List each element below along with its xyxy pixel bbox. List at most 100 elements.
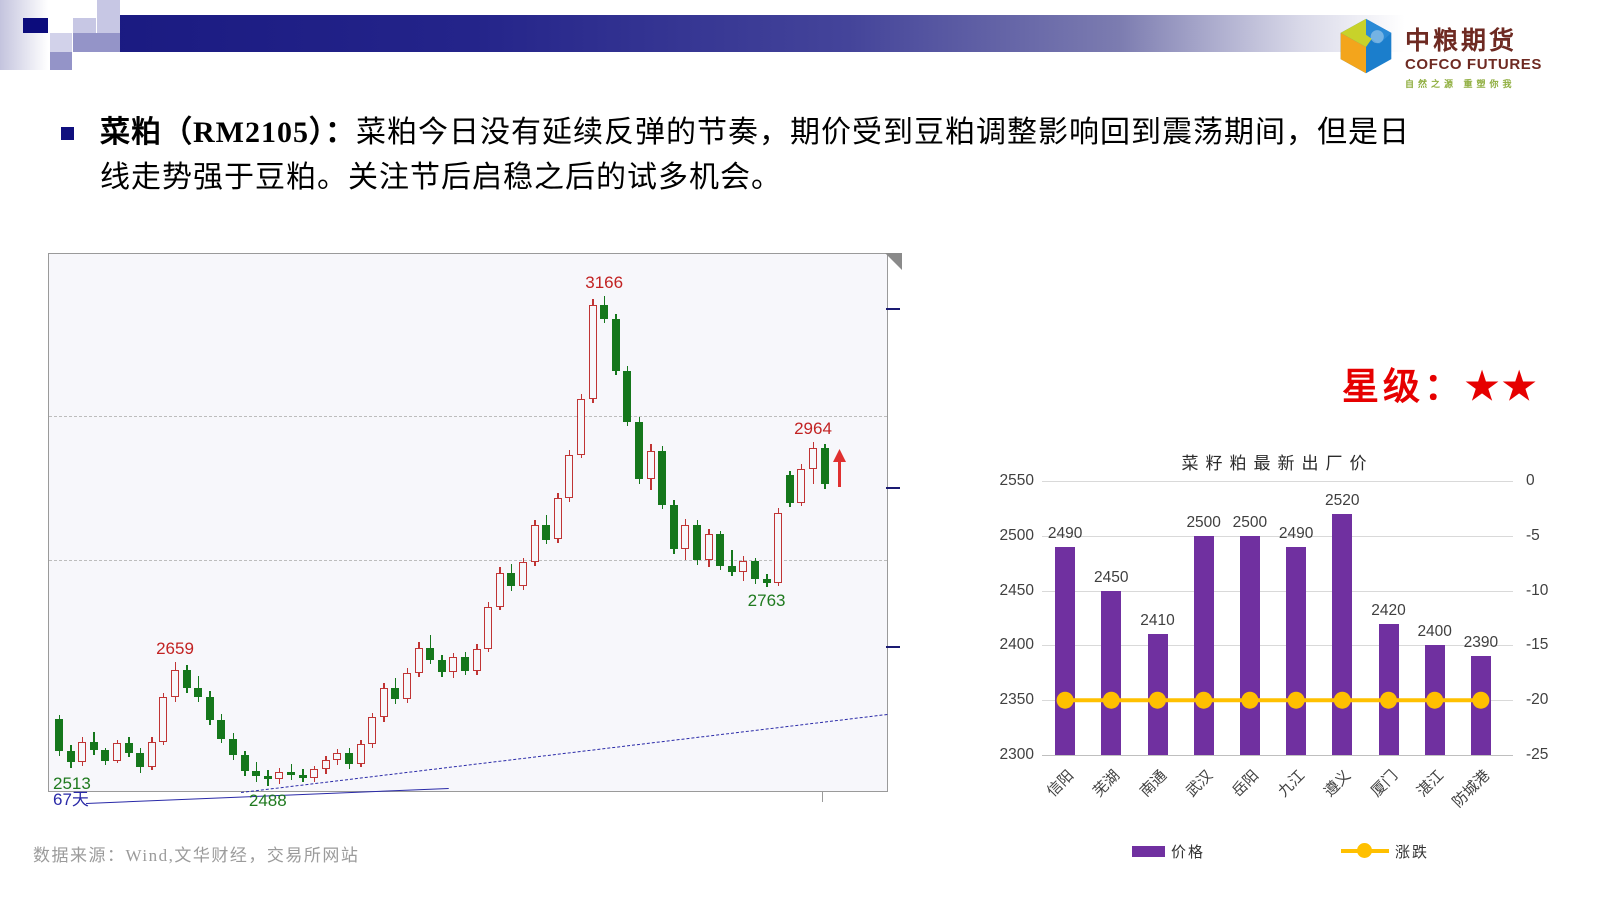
candle-body — [762, 579, 771, 583]
candle-body — [461, 657, 469, 671]
candle-body — [66, 751, 75, 762]
right-axis-tick — [886, 308, 900, 310]
bar-value-label: 2420 — [1371, 601, 1406, 619]
left-axis-label: 2550 — [999, 472, 1034, 489]
candle-body — [78, 741, 87, 762]
left-axis-label: 2350 — [999, 691, 1034, 709]
h-gridline — [1042, 755, 1513, 756]
h-gridline — [1042, 481, 1513, 482]
candle-body — [124, 743, 133, 754]
price-bar-chart: 菜籽粕最新出厂价 2550 0 2500 -5 2450 -10 2400 -15 2350 -2… — [985, 454, 1585, 890]
right-axis-label: -5 — [1526, 526, 1540, 544]
candle-body — [217, 720, 226, 739]
bar-value-label: 2390 — [1463, 634, 1499, 652]
candle-body — [437, 660, 446, 673]
candle-body — [345, 753, 353, 765]
logo-tagline: 自然之源 重塑你我 — [1405, 79, 1516, 89]
candle-body — [136, 753, 145, 768]
bar-value-label: 2410 — [1140, 612, 1175, 630]
line-marker — [1241, 691, 1259, 709]
bar-value-label: 2450 — [1094, 568, 1129, 586]
candle-body — [727, 566, 736, 572]
bar-chart-title: 菜籽粕最新出厂价 — [1181, 454, 1374, 473]
price-annotation: 2964 — [794, 418, 832, 438]
candle-body — [739, 561, 748, 572]
candle-body — [519, 561, 527, 587]
bar-value-label: 2520 — [1325, 491, 1360, 509]
candle-body — [704, 534, 713, 560]
bar-value-label: 2490 — [1047, 524, 1083, 542]
deco-square — [73, 18, 96, 33]
left-axis-label: 2500 — [999, 526, 1034, 544]
candle-body — [252, 770, 261, 776]
candle-body — [287, 772, 295, 776]
x-axis-tick — [822, 791, 824, 802]
price-gridline — [49, 415, 887, 417]
legend-label-price: 价格 — [1171, 845, 1206, 861]
legend-swatch-price — [1132, 846, 1165, 857]
candle-body — [113, 743, 121, 761]
candle-body — [391, 687, 400, 700]
candle-body — [646, 450, 655, 480]
cofco-logo-text: 中粮期货 COFCO FUTURES 自然之源 重塑你我 — [1405, 28, 1542, 90]
candle-body — [530, 525, 539, 562]
cofco-logo: 中粮期货 COFCO FUTURES 自然之源 重塑你我 — [1336, 14, 1542, 90]
price-annotation: 2763 — [747, 591, 786, 611]
star-rating: 星级：★★ — [1342, 356, 1539, 410]
line-marker — [1426, 691, 1444, 709]
cofco-logo-icon — [1336, 14, 1396, 83]
price-annotation: 3166 — [585, 272, 624, 292]
candle-body — [611, 319, 620, 371]
corner-fold — [885, 253, 902, 270]
right-axis-label: -25 — [1526, 746, 1549, 763]
legend-marker-change — [1357, 843, 1372, 858]
right-axis-label: -15 — [1526, 636, 1549, 654]
up-arrow-stem — [837, 461, 841, 487]
line-marker — [1102, 691, 1120, 709]
candle-body — [89, 741, 98, 750]
right-axis-label: 0 — [1526, 472, 1535, 489]
candle-body — [379, 687, 388, 718]
candle-body — [310, 769, 319, 778]
line-marker — [1472, 691, 1490, 709]
candle-body — [774, 512, 783, 583]
candle-body — [55, 719, 63, 752]
candle-body — [403, 673, 411, 700]
candle-body — [751, 561, 759, 580]
right-axis-tick — [886, 646, 900, 648]
bar-value-label: 2500 — [1186, 513, 1221, 531]
line-marker — [1287, 691, 1305, 709]
candle-body — [820, 448, 829, 484]
price-annotation: 67天 — [53, 789, 89, 809]
candle-body — [785, 475, 794, 503]
left-axis-label: 2450 — [999, 581, 1034, 599]
candle-body — [507, 572, 516, 587]
deco-square — [23, 18, 48, 33]
right-axis-label: -10 — [1526, 581, 1549, 599]
bar-value-label: 2400 — [1417, 623, 1452, 641]
candle-body — [809, 448, 817, 469]
candle-body — [635, 421, 643, 480]
legend-label-change: 涨跌 — [1395, 845, 1430, 861]
candle-body — [194, 688, 203, 697]
candle-body — [171, 670, 179, 697]
price-bar — [1378, 623, 1399, 755]
candle-body — [472, 648, 481, 671]
candle-wick — [731, 550, 733, 576]
price-annotation: 2488 — [248, 790, 287, 810]
candle-body — [449, 657, 458, 673]
candle-body — [333, 753, 342, 760]
deco-gradient-strip — [0, 0, 48, 70]
candle-body — [275, 772, 284, 780]
headline-text1: 菜粕今日没有延续反弹的节奏，期价受到豆粕调整影响回到震荡期间，但是日 — [355, 116, 1410, 149]
left-axis-label: 2400 — [999, 636, 1034, 654]
candle-body — [577, 399, 585, 455]
headline-contract: 菜粕（RM2105）： — [100, 116, 356, 149]
candle-body — [588, 304, 597, 400]
candle-wick — [290, 763, 292, 781]
star-rating-label: 星级： — [1342, 367, 1465, 408]
bar-value-label: 2490 — [1278, 524, 1314, 542]
candle-body — [321, 759, 330, 770]
candle-body — [147, 741, 156, 768]
